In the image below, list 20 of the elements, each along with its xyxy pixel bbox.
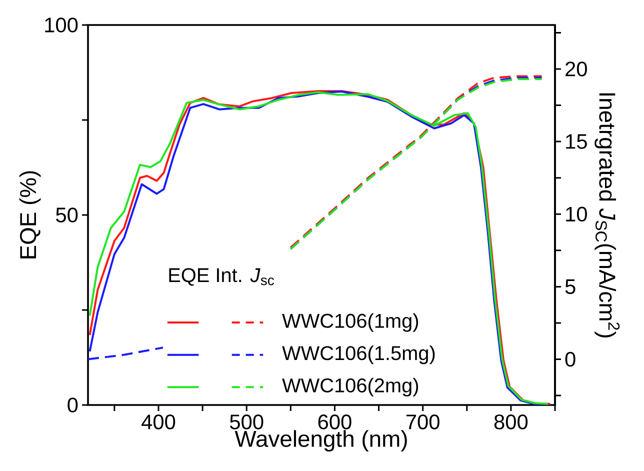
x-tick-label: 800: [494, 414, 528, 430]
y-tick-label: 50: [56, 208, 78, 222]
y2-tick-label: 0: [565, 352, 576, 367]
y2-tick-label: 5: [565, 279, 576, 294]
x-tick-label: 400: [142, 414, 176, 430]
y2-tick-label: 20: [566, 62, 587, 76]
x-tick-label: 700: [406, 414, 440, 430]
y2-tick-label: 15: [566, 134, 587, 149]
legend-label: WWC106(1.5mg): [282, 346, 435, 364]
x-tick-label: 500: [230, 414, 264, 430]
y-tick-label: 0: [68, 398, 78, 412]
legend-label: WWC106(2mg): [282, 378, 418, 396]
legend-label: WWC106(1mg): [282, 313, 418, 332]
x-axis-title: Wavelength (nm): [234, 430, 407, 452]
y2-tick-label: 10: [566, 206, 587, 222]
x-tick-label: 600: [318, 414, 352, 430]
y2-axis-title: Inetrgrated J$_{SC}$(mA/cm$^{2}$): [594, 93, 620, 338]
legend-title: EQE Int. J$_{sc}$: [169, 268, 274, 286]
y-tick-label: 100: [45, 18, 78, 32]
y-axis-title: EQE (%): [19, 171, 41, 258]
